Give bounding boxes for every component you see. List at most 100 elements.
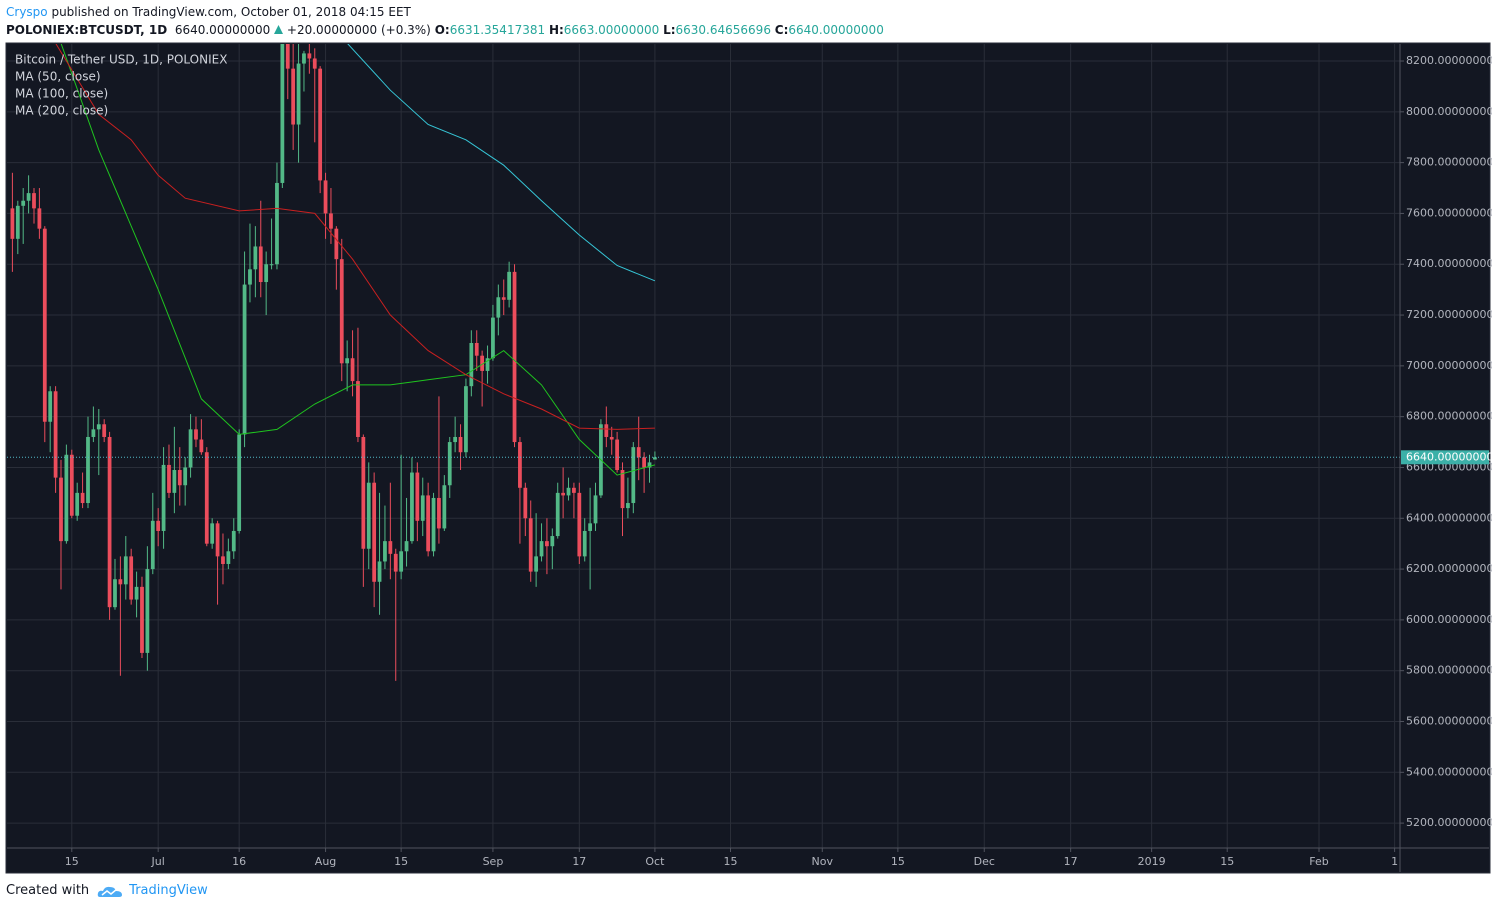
candle-body <box>80 492 85 504</box>
open-value: 6631.35417381 <box>449 23 546 37</box>
candle-body <box>134 586 139 600</box>
candle-body <box>550 536 555 547</box>
candle-body <box>588 523 593 531</box>
candle-body <box>302 53 306 64</box>
candle-body <box>361 436 366 549</box>
last-value: 6640.00000000 <box>174 23 271 37</box>
y-tick-label: 6200.00000000 <box>1406 562 1492 575</box>
candle-body <box>545 541 549 547</box>
candle-body <box>194 429 198 440</box>
moving-average-line <box>347 44 656 282</box>
candle-body <box>620 470 625 509</box>
candle-body <box>453 436 458 443</box>
y-tick-label: 5200.00000000 <box>1406 816 1492 829</box>
candle-body <box>123 556 128 585</box>
open-label: O: <box>434 23 450 37</box>
candle-body <box>167 464 171 493</box>
brand[interactable]: TradingView <box>129 883 208 898</box>
candle-body <box>204 452 209 544</box>
candle-body <box>285 44 290 69</box>
candle-body <box>248 269 252 285</box>
y-tick-label: 5400.00000000 <box>1406 765 1492 778</box>
candle-body <box>507 271 512 300</box>
candle-body <box>528 518 533 572</box>
x-tick-label: 2019 <box>1138 855 1166 868</box>
candle-body <box>32 193 36 209</box>
x-tick-label: 15 <box>891 855 905 868</box>
candle-body <box>177 470 182 486</box>
candle-body <box>118 579 123 585</box>
candle-body <box>91 429 96 437</box>
candle-body <box>237 434 242 531</box>
y-tick-label: 6000.00000000 <box>1406 613 1492 626</box>
x-tick-label: Dec <box>974 855 995 868</box>
candle-body <box>59 477 63 542</box>
x-tick-label: 15 <box>65 855 79 868</box>
candle-body <box>561 492 566 496</box>
candle-body <box>53 391 58 478</box>
candle-body <box>356 381 360 437</box>
header-line-2: POLONIEX:BTCUSDT, 1D 6640.00000000 +20.0… <box>6 21 884 39</box>
high-label: H: <box>548 23 564 37</box>
candle-body <box>626 503 630 509</box>
last-price-box <box>1401 450 1489 465</box>
candle-body <box>399 551 404 572</box>
chart-background <box>5 42 1491 874</box>
author: Cryspo <box>6 5 48 19</box>
candle-body <box>636 447 641 458</box>
candle-body <box>150 520 155 570</box>
candle-body <box>582 530 587 557</box>
published: published on TradingView.com, October 01… <box>51 5 411 19</box>
moving-average-line <box>60 44 656 476</box>
candle-body <box>10 208 15 239</box>
candle-body <box>323 180 328 214</box>
candle-body <box>269 264 274 266</box>
candle-body <box>231 530 236 552</box>
candle-body <box>339 259 344 364</box>
change: +20.00000000 (+0.3%) <box>286 23 431 37</box>
candle-body <box>410 472 414 542</box>
legend-entry: MA (50, close) <box>15 70 101 84</box>
candle-body <box>491 317 495 359</box>
moving-average-line <box>55 44 655 430</box>
candle-body <box>426 495 431 552</box>
header: Cryspo published on TradingView.com, Oct… <box>6 3 884 39</box>
x-tick-label: Nov <box>812 855 834 868</box>
candle-body <box>442 485 447 529</box>
candle-body <box>188 429 193 468</box>
candle-body <box>183 467 188 486</box>
candle-body <box>296 63 301 125</box>
candle-body <box>447 442 452 486</box>
candle-body <box>437 497 441 529</box>
footer: Created with TradingView <box>6 883 208 898</box>
x-tick-label: Jul <box>151 855 165 868</box>
candle-body <box>555 492 560 537</box>
candle-body <box>534 556 539 572</box>
up-arrow-icon <box>274 25 284 34</box>
y-tick-label: 5800.00000000 <box>1406 664 1492 677</box>
created-with: Created with <box>6 883 90 898</box>
candle-body <box>431 497 436 552</box>
candle-body <box>404 541 409 552</box>
x-tick-label: 17 <box>572 855 586 868</box>
candle-body <box>609 436 614 440</box>
candle-body <box>501 297 506 300</box>
x-tick-label: 15 <box>394 855 408 868</box>
candle-body <box>577 492 582 557</box>
candle-body <box>113 579 117 608</box>
candle-body <box>653 457 657 460</box>
x-tick-label: 1 <box>1391 855 1398 868</box>
y-tick-label: 7800.00000000 <box>1406 156 1492 169</box>
candle-body <box>172 470 177 493</box>
candle-body <box>377 561 382 582</box>
candle-body <box>26 193 31 201</box>
candle-body <box>474 342 479 356</box>
candle-body <box>393 553 398 572</box>
candle-body <box>96 424 101 430</box>
candle-body <box>366 482 371 549</box>
candle-body <box>372 482 377 582</box>
candle-body <box>458 436 463 453</box>
x-tick-label: 15 <box>1220 855 1234 868</box>
